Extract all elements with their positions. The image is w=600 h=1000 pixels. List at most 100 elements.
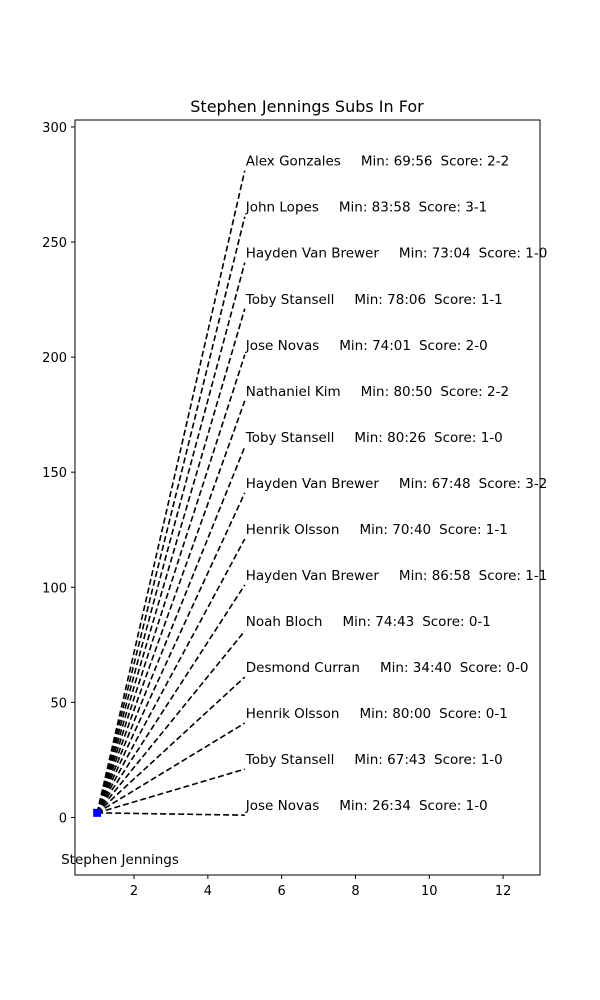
score-value: 0-1 — [486, 706, 508, 722]
substitution-line — [96, 308, 246, 814]
substitution-line — [96, 400, 246, 814]
player-name: Henrik Olsson — [246, 522, 340, 538]
substitution-line — [96, 768, 245, 814]
score-label: Score: — [419, 338, 466, 354]
substitution-line — [96, 584, 246, 814]
score-label: Score: — [441, 154, 488, 170]
minute-value: 73:04 — [432, 246, 471, 262]
y-tick-label: 100 — [42, 581, 67, 596]
score-value: 1-1 — [486, 522, 508, 538]
substitution-line — [96, 354, 246, 814]
minute-label: Min: — [339, 798, 372, 814]
player-name: Toby Stansell — [245, 752, 335, 768]
substitution-label: Henrik Olsson Min: 80:00 Score: 0-1 — [246, 706, 508, 722]
score-label: Score: — [419, 798, 466, 814]
substitution-label: Jose Novas Min: 74:01 Score: 2-0 — [245, 338, 488, 354]
score-label: Score: — [460, 660, 507, 676]
minute-label: Min: — [354, 752, 387, 768]
substitution-label: Toby Stansell Min: 78:06 Score: 1-1 — [245, 292, 503, 308]
minute-label: Min: — [339, 338, 372, 354]
y-tick-label: 0 — [59, 811, 67, 826]
player-name: Toby Stansell — [245, 292, 335, 308]
score-label: Score: — [434, 292, 481, 308]
player-name: Nathaniel Kim — [246, 384, 341, 400]
substitution-labels: Jose Novas Min: 26:34 Score: 1-0 Toby Stans… — [245, 154, 548, 815]
minute-value: 80:26 — [387, 430, 426, 446]
player-name: Desmond Curran — [246, 660, 360, 676]
substitution-label: Alex Gonzales Min: 69:56 Score: 2-2 — [246, 154, 509, 170]
score-label: Score: — [434, 430, 481, 446]
origin-player-label: Stephen Jennings — [61, 852, 179, 868]
substitution-line — [96, 492, 246, 814]
score-value: 1-0 — [466, 798, 488, 814]
substitution-line — [96, 722, 246, 814]
substitution-label: Nathaniel Kim Min: 80:50 Score: 2-2 — [246, 384, 509, 400]
minute-value: 78:06 — [387, 292, 426, 308]
score-value: 1-0 — [525, 246, 547, 262]
score-label: Score: — [479, 246, 526, 262]
minute-label: Min: — [354, 292, 387, 308]
substitution-label: Hayden Van Brewer Min: 73:04 Score: 1-0 — [246, 246, 548, 262]
substitution-line — [96, 262, 246, 814]
x-tick-label: 4 — [204, 884, 212, 899]
substitution-line — [96, 170, 246, 814]
y-tick-label: 150 — [42, 466, 67, 481]
player-name: Hayden Van Brewer — [246, 476, 380, 492]
substitution-label: Hayden Van Brewer Min: 86:58 Score: 1-1 — [246, 568, 548, 584]
minute-label: Min: — [361, 154, 394, 170]
substitution-label: John Lopes Min: 83:58 Score: 3-1 — [245, 200, 488, 216]
minute-label: Min: — [359, 706, 392, 722]
substitution-label: Noah Bloch Min: 74:43 Score: 0-1 — [246, 614, 491, 630]
substitution-label: Jose Novas Min: 26:34 Score: 1-0 — [245, 798, 488, 814]
score-label: Score: — [479, 568, 526, 584]
substitution-line — [96, 446, 246, 814]
minute-value: 74:01 — [372, 338, 411, 354]
chart-title: Stephen Jennings Subs In For — [190, 97, 424, 116]
score-label: Score: — [434, 752, 481, 768]
player-name: Hayden Van Brewer — [246, 568, 380, 584]
minute-label: Min: — [399, 246, 432, 262]
score-label: Score: — [439, 706, 486, 722]
score-value: 3-2 — [525, 476, 547, 492]
plot-frame — [74, 119, 541, 876]
player-name: Henrik Olsson — [246, 706, 340, 722]
minute-label: Min: — [342, 614, 375, 630]
minute-label: Min: — [359, 522, 392, 538]
origin-marker — [93, 808, 102, 817]
score-value: 1-0 — [481, 752, 503, 768]
minute-label: Min: — [361, 384, 394, 400]
minute-label: Min: — [399, 476, 432, 492]
minute-value: 83:58 — [372, 200, 411, 216]
substitution-lines — [96, 170, 246, 816]
substitution-line — [97, 812, 245, 816]
minute-value: 69:56 — [394, 154, 433, 170]
x-tick-label: 6 — [278, 884, 286, 899]
score-label: Score: — [479, 476, 526, 492]
x-tick-label: 8 — [351, 884, 359, 899]
minute-label: Min: — [399, 568, 432, 584]
score-value: 0-0 — [506, 660, 528, 676]
substitution-line — [96, 538, 246, 814]
y-tick-label: 200 — [42, 351, 67, 366]
minute-value: 34:40 — [413, 660, 452, 676]
substitution-label: Desmond Curran Min: 34:40 Score: 0-0 — [246, 660, 529, 676]
score-label: Score: — [440, 384, 487, 400]
player-name: John Lopes — [245, 200, 319, 216]
substitution-label: Toby Stansell Min: 80:26 Score: 1-0 — [245, 430, 503, 446]
minute-label: Min: — [380, 660, 413, 676]
origin-marker-group — [93, 808, 102, 817]
substitution-line — [96, 676, 246, 814]
y-axis: 0 50 100 150 200 250 300 — [42, 121, 75, 826]
substitution-label: Toby Stansell Min: 67:43 Score: 1-0 — [245, 752, 503, 768]
minute-value: 80:00 — [392, 706, 431, 722]
x-tick-label: 12 — [495, 884, 512, 899]
minute-value: 67:48 — [432, 476, 471, 492]
score-value: 3-1 — [465, 200, 487, 216]
score-value: 2-2 — [487, 384, 509, 400]
player-name: Toby Stansell — [245, 430, 335, 446]
player-name: Jose Novas — [245, 338, 320, 354]
minute-label: Min: — [339, 200, 372, 216]
minute-value: 70:40 — [392, 522, 431, 538]
minute-value: 26:34 — [372, 798, 411, 814]
